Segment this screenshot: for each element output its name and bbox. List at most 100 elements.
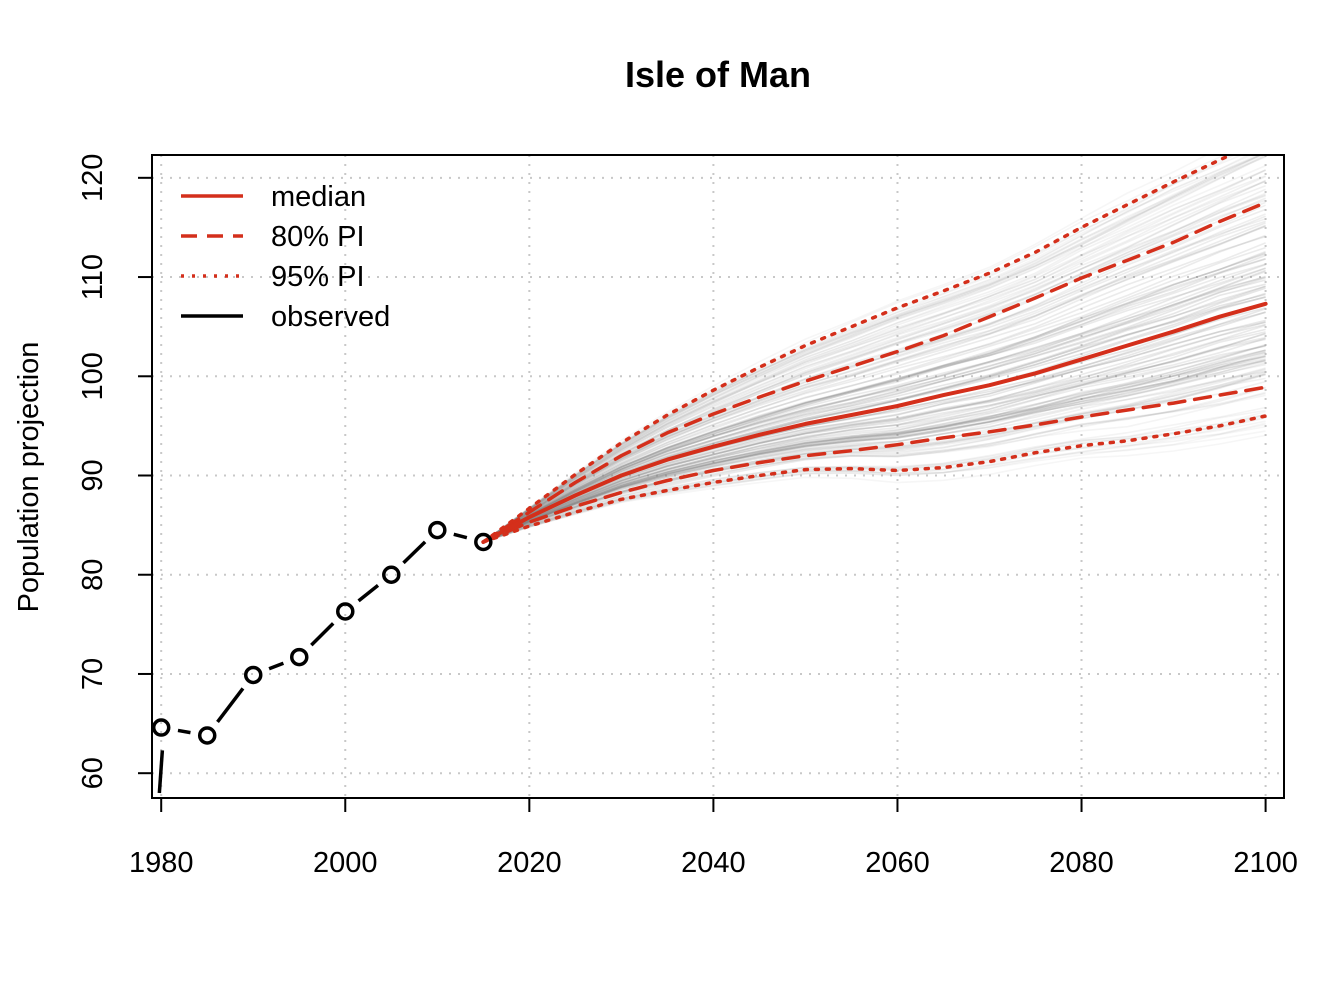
trajectory-line bbox=[482, 332, 1266, 543]
x-tick-label: 1980 bbox=[129, 847, 194, 879]
trajectory-line bbox=[482, 362, 1266, 543]
observed-segment bbox=[216, 687, 245, 724]
series-80-pi-upper bbox=[481, 200, 1268, 544]
trajectory-line bbox=[482, 267, 1266, 543]
trajectory-line bbox=[482, 257, 1266, 543]
observed-point bbox=[474, 532, 493, 552]
trajectory-line bbox=[482, 263, 1266, 543]
trajectory-line bbox=[483, 391, 1266, 543]
trajectory-line bbox=[483, 413, 1266, 543]
trajectory-line bbox=[482, 235, 1266, 543]
trajectory-line bbox=[482, 258, 1266, 543]
trajectory-line bbox=[482, 352, 1266, 543]
trajectory-line bbox=[482, 242, 1266, 543]
trajectory-line bbox=[482, 269, 1266, 543]
trajectory-line bbox=[482, 169, 1266, 543]
trajectory-line bbox=[482, 345, 1266, 543]
trajectory-line bbox=[482, 185, 1266, 543]
trajectory-line bbox=[483, 430, 1266, 543]
y-tick-label: 120 bbox=[77, 154, 109, 202]
trajectory-line bbox=[482, 155, 1263, 543]
trajectory-line bbox=[482, 358, 1266, 543]
trajectory-line bbox=[482, 208, 1266, 543]
trajectory-line bbox=[482, 344, 1266, 543]
trajectory-line bbox=[482, 358, 1266, 543]
trajectory-line bbox=[482, 180, 1266, 543]
observed-segment bbox=[310, 622, 335, 647]
trajectory-line bbox=[482, 275, 1266, 543]
observed-series bbox=[151, 520, 493, 794]
y-tick-label: 70 bbox=[77, 658, 109, 690]
observed-point bbox=[290, 647, 309, 667]
trajectory-line bbox=[482, 308, 1266, 543]
trajectory-line bbox=[482, 155, 1266, 543]
trajectory-line bbox=[482, 155, 1254, 543]
trajectory-line bbox=[482, 155, 1263, 543]
projection-series bbox=[481, 155, 1268, 544]
observed-segment bbox=[157, 750, 165, 794]
trajectory-line bbox=[482, 267, 1266, 543]
trajectory-line bbox=[482, 218, 1266, 543]
trajectory-line bbox=[482, 252, 1266, 543]
x-tick-label: 2080 bbox=[1049, 847, 1114, 879]
trajectory-line bbox=[482, 169, 1266, 543]
trajectory-line bbox=[482, 344, 1266, 543]
trajectory-line bbox=[482, 180, 1266, 543]
observed-point bbox=[197, 726, 217, 745]
trajectory-line bbox=[482, 354, 1266, 543]
legend-label: median bbox=[271, 181, 366, 213]
trajectory-line bbox=[482, 283, 1266, 543]
trajectory-line bbox=[483, 434, 1266, 543]
observed-segment bbox=[402, 540, 427, 565]
x-tick-label: 2060 bbox=[865, 847, 930, 879]
trajectory-line bbox=[482, 175, 1266, 543]
trajectory-line bbox=[482, 363, 1266, 543]
trajectory-line bbox=[482, 351, 1266, 543]
trajectory-line bbox=[482, 246, 1266, 543]
y-tick-label: 80 bbox=[77, 559, 109, 591]
trajectory-line bbox=[483, 409, 1266, 543]
trajectory-line bbox=[482, 155, 1263, 543]
trajectory-line bbox=[482, 285, 1266, 543]
trajectory-lines bbox=[482, 155, 1266, 543]
trajectory-line bbox=[482, 343, 1266, 543]
y-axis-label: Population projection bbox=[13, 342, 45, 613]
legend-label: observed bbox=[271, 301, 390, 333]
trajectory-line bbox=[482, 156, 1266, 543]
observed-point bbox=[382, 565, 401, 584]
observed-segment bbox=[357, 583, 380, 603]
trajectory-line bbox=[482, 155, 1250, 543]
observed-point bbox=[428, 520, 447, 540]
trajectory-line bbox=[482, 360, 1266, 543]
trajectory-line bbox=[482, 225, 1266, 543]
trajectory-line bbox=[482, 263, 1266, 543]
trajectory-line bbox=[482, 215, 1266, 543]
trajectory-line bbox=[482, 155, 1226, 543]
trajectory-line bbox=[482, 331, 1266, 543]
trajectory-line bbox=[482, 311, 1266, 543]
trajectory-line bbox=[482, 373, 1266, 543]
chart-title: Isle of Man bbox=[625, 54, 811, 95]
series-80-pi-lower bbox=[481, 385, 1268, 544]
trajectory-line bbox=[482, 338, 1266, 543]
trajectory-line bbox=[482, 319, 1266, 543]
trajectory-line bbox=[482, 332, 1266, 543]
trajectory-line bbox=[482, 351, 1266, 543]
observed-segment bbox=[177, 728, 191, 735]
observed-point bbox=[336, 602, 355, 621]
series-95-pi-lower bbox=[481, 414, 1268, 544]
trajectory-line bbox=[482, 328, 1266, 543]
x-tick-label: 2040 bbox=[681, 847, 746, 879]
trajectory-line bbox=[482, 254, 1266, 543]
trajectory-line bbox=[483, 417, 1266, 543]
trajectory-line bbox=[482, 253, 1266, 543]
y-tick-label: 100 bbox=[77, 352, 109, 400]
trajectory-line bbox=[482, 349, 1266, 543]
trajectory-line bbox=[482, 225, 1266, 543]
y-tick-label: 110 bbox=[77, 254, 109, 300]
trajectory-line bbox=[482, 359, 1266, 543]
trajectory-line bbox=[482, 155, 1266, 543]
trajectory-line bbox=[482, 155, 1209, 543]
trajectory-line bbox=[482, 356, 1266, 543]
